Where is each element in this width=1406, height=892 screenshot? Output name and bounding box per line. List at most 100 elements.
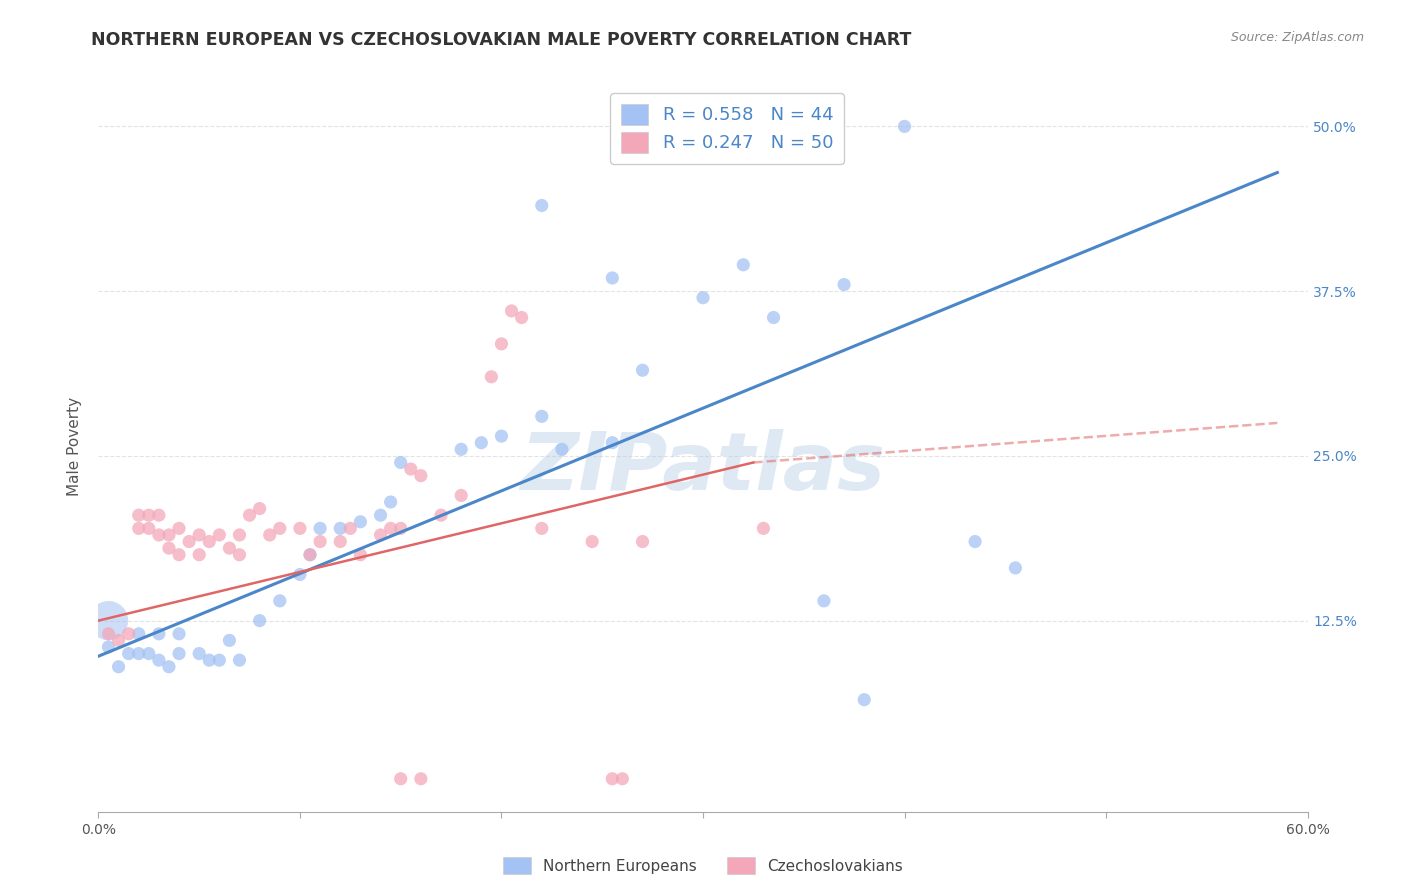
Point	[752, 521, 775, 535]
Point	[157, 528, 180, 542]
Point	[188, 647, 211, 661]
Point	[239, 508, 262, 523]
Point	[97, 614, 120, 628]
Point	[399, 462, 422, 476]
Point	[501, 304, 523, 318]
Point	[832, 277, 855, 292]
Point	[288, 567, 311, 582]
Point	[269, 594, 291, 608]
Point	[309, 534, 332, 549]
Point	[581, 534, 603, 549]
Point	[893, 120, 915, 134]
Point	[450, 442, 472, 457]
Legend: R = 0.558   N = 44, R = 0.247   N = 50: R = 0.558 N = 44, R = 0.247 N = 50	[610, 93, 844, 163]
Point	[208, 528, 231, 542]
Point	[409, 772, 432, 786]
Point	[228, 653, 250, 667]
Point	[450, 488, 472, 502]
Point	[602, 435, 624, 450]
Point	[530, 409, 553, 424]
Point	[148, 627, 170, 641]
Point	[97, 640, 120, 654]
Point	[409, 468, 432, 483]
Point	[612, 772, 634, 786]
Point	[813, 594, 835, 608]
Text: NORTHERN EUROPEAN VS CZECHOSLOVAKIAN MALE POVERTY CORRELATION CHART: NORTHERN EUROPEAN VS CZECHOSLOVAKIAN MAL…	[91, 31, 911, 49]
Point	[631, 363, 654, 377]
Point	[128, 627, 150, 641]
Point	[208, 653, 231, 667]
Point	[530, 521, 553, 535]
Point	[602, 772, 624, 786]
Point	[965, 534, 987, 549]
Point	[198, 534, 221, 549]
Point	[188, 528, 211, 542]
Point	[510, 310, 533, 325]
Point	[128, 647, 150, 661]
Point	[733, 258, 755, 272]
Point	[389, 455, 412, 469]
Point	[853, 692, 876, 706]
Point	[188, 548, 211, 562]
Point	[339, 521, 361, 535]
Point	[157, 541, 180, 556]
Point	[167, 647, 190, 661]
Point	[167, 548, 190, 562]
Point	[138, 647, 160, 661]
Point	[288, 521, 311, 535]
Point	[299, 548, 322, 562]
Y-axis label: Male Poverty: Male Poverty	[67, 396, 83, 496]
Point	[148, 653, 170, 667]
Point	[138, 521, 160, 535]
Text: ZIPatlas: ZIPatlas	[520, 429, 886, 507]
Point	[430, 508, 453, 523]
Point	[349, 515, 371, 529]
Point	[389, 521, 412, 535]
Point	[551, 442, 574, 457]
Point	[329, 534, 352, 549]
Point	[491, 336, 513, 351]
Point	[228, 528, 250, 542]
Point	[491, 429, 513, 443]
Point	[692, 291, 714, 305]
Point	[118, 627, 141, 641]
Point	[380, 495, 402, 509]
Point	[762, 310, 785, 325]
Point	[167, 627, 190, 641]
Point	[380, 521, 402, 535]
Point	[128, 521, 150, 535]
Text: Source: ZipAtlas.com: Source: ZipAtlas.com	[1230, 31, 1364, 45]
Point	[107, 659, 129, 673]
Point	[138, 508, 160, 523]
Point	[157, 659, 180, 673]
Point	[167, 521, 190, 535]
Point	[249, 614, 271, 628]
Point	[631, 534, 654, 549]
Point	[118, 647, 141, 661]
Point	[228, 548, 250, 562]
Point	[370, 508, 392, 523]
Point	[1004, 561, 1026, 575]
Point	[259, 528, 281, 542]
Point	[198, 653, 221, 667]
Point	[148, 528, 170, 542]
Point	[179, 534, 201, 549]
Point	[107, 633, 129, 648]
Point	[530, 198, 553, 212]
Point	[370, 528, 392, 542]
Point	[218, 541, 240, 556]
Point	[389, 772, 412, 786]
Point	[299, 548, 322, 562]
Legend: Northern Europeans, Czechoslovakians: Northern Europeans, Czechoslovakians	[498, 851, 908, 880]
Point	[249, 501, 271, 516]
Point	[481, 369, 503, 384]
Point	[329, 521, 352, 535]
Point	[349, 548, 371, 562]
Point	[470, 435, 492, 450]
Point	[269, 521, 291, 535]
Point	[97, 627, 120, 641]
Point	[218, 633, 240, 648]
Point	[148, 508, 170, 523]
Point	[309, 521, 332, 535]
Point	[128, 508, 150, 523]
